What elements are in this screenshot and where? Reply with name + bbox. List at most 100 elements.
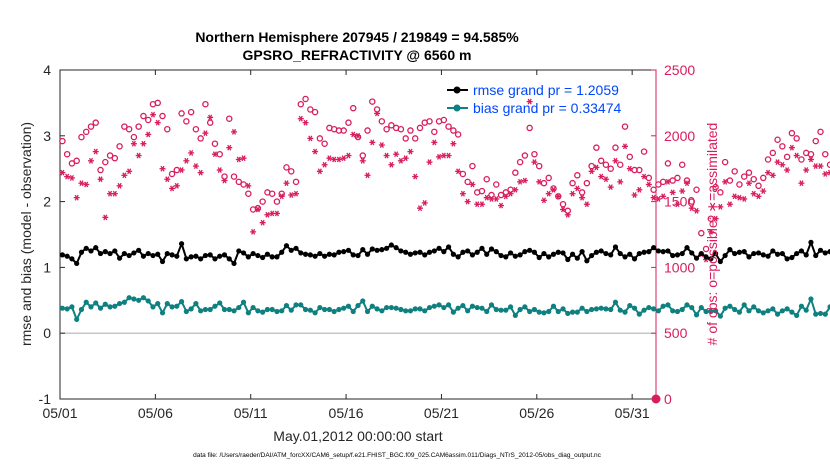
- rmse-point: [131, 250, 137, 256]
- obs-assimilated-point: [412, 173, 419, 180]
- rmse-point: [293, 245, 299, 251]
- obs-assimilated-point: [92, 148, 99, 155]
- legend-rmse-label: rmse grand pr = 1.2059: [473, 82, 619, 98]
- obs-possible-point: [478, 187, 486, 195]
- footnote: data file: /Users/raeder/DAI/ATM_forcXX/…: [193, 452, 602, 459]
- bias-point: [293, 302, 299, 308]
- obs-assimilated-point: [192, 163, 199, 170]
- rmse-point: [150, 252, 156, 259]
- rmse-point: [517, 252, 523, 258]
- obs-assimilated-point: [750, 190, 757, 197]
- obs-possible-point: [259, 198, 266, 205]
- bias-point: [689, 304, 695, 311]
- rmse-point: [479, 245, 485, 251]
- rmse-point: [83, 245, 89, 251]
- obs-possible-point: [168, 170, 176, 178]
- obs-assimilated-point: [126, 168, 133, 175]
- rmse-point: [651, 245, 657, 251]
- bias-point: [422, 308, 428, 314]
- bias-point: [736, 309, 743, 315]
- obs-possible-point: [245, 190, 252, 197]
- obs-possible-point: [459, 170, 467, 178]
- obs-possible-point: [230, 173, 238, 180]
- rmse-point: [198, 256, 204, 262]
- bias-point: [550, 303, 557, 309]
- y-right-tick-label: 2500: [664, 62, 695, 78]
- obs-possible-series: [59, 95, 830, 253]
- rmse-point: [531, 249, 538, 255]
- bias-point: [226, 306, 232, 313]
- obs-assimilated-point: [183, 157, 190, 164]
- obs-possible-point: [211, 140, 219, 147]
- rmse-point: [770, 248, 776, 254]
- bias-point: [798, 303, 805, 309]
- obs-assimilated-point: [321, 161, 328, 168]
- obs-assimilated-point: [73, 194, 80, 201]
- rmse-point: [155, 251, 161, 257]
- y-right-tick-label: 0: [664, 391, 672, 407]
- obs-assimilated-point: [469, 181, 476, 188]
- rmse-point: [217, 253, 223, 259]
- obs-assimilated-point: [335, 156, 342, 163]
- obs-possible-point: [588, 162, 595, 170]
- rmse-point: [64, 253, 70, 259]
- x-tick-label: 05/01: [42, 405, 77, 421]
- obs-possible-point: [121, 123, 128, 130]
- bias-point: [178, 299, 185, 305]
- rmse-point: [774, 251, 781, 257]
- obs-assimilated-point: [598, 173, 605, 180]
- obs-possible-point: [702, 245, 710, 253]
- obs-possible-point: [698, 229, 705, 237]
- obs-assimilated-point: [231, 128, 238, 135]
- obs-assimilated-point: [450, 140, 457, 147]
- obs-possible-point: [440, 116, 448, 124]
- obs-assimilated-point: [807, 156, 814, 163]
- rmse-point: [355, 252, 361, 259]
- rmse-point: [331, 252, 337, 258]
- bias-point: [717, 313, 723, 319]
- obs-possible-point: [574, 172, 581, 179]
- obs-assimilated-point: [178, 167, 185, 173]
- bias-point: [484, 308, 490, 315]
- rmse-point: [503, 254, 509, 260]
- rmse-point: [512, 253, 518, 259]
- rmse-point: [364, 251, 371, 257]
- obs-possible-point: [779, 143, 786, 150]
- obs-possible-point: [512, 169, 519, 176]
- bias-point: [131, 296, 137, 302]
- obs-possible-point: [411, 135, 419, 142]
- rmse-point: [779, 250, 785, 257]
- bias-point: [751, 304, 757, 310]
- obs-assimilated-point: [59, 169, 66, 176]
- bias-point: [326, 306, 332, 313]
- rmse-point: [174, 253, 180, 259]
- bias-point: [288, 307, 294, 313]
- bias-point: [722, 305, 728, 311]
- rmse-point: [255, 252, 261, 259]
- bias-point: [651, 306, 657, 312]
- obs-possible-point: [731, 168, 738, 175]
- bias-point: [217, 300, 223, 306]
- obs-possible-point: [469, 162, 476, 170]
- bias-point: [93, 300, 99, 306]
- bias-point: [88, 304, 94, 310]
- bias-point: [74, 316, 80, 322]
- y-right-tick-label: 2000: [664, 128, 695, 144]
- bias-point: [517, 306, 523, 313]
- obs-possible-point: [226, 115, 233, 122]
- rmse-point: [164, 250, 170, 257]
- bias-point: [522, 304, 528, 310]
- ticks-layer: 05/01 05/06 05/11 05/16 05/21 05/26 05/31 -1 0 1 2…: [39, 62, 696, 421]
- obs-assimilated-point: [626, 165, 633, 172]
- obs-possible-point: [116, 143, 123, 150]
- obs-assimilated-point: [526, 98, 533, 105]
- obs-possible-point: [287, 168, 295, 175]
- rmse-point: [565, 256, 571, 263]
- rmse-point: [250, 250, 256, 257]
- obs-assimilated-point: [64, 173, 71, 180]
- rmse-point: [593, 249, 600, 255]
- obs-assimilated-point: [622, 143, 629, 150]
- obs-possible-point: [621, 123, 629, 130]
- bias-point: [155, 300, 161, 307]
- rmse-point: [159, 258, 166, 265]
